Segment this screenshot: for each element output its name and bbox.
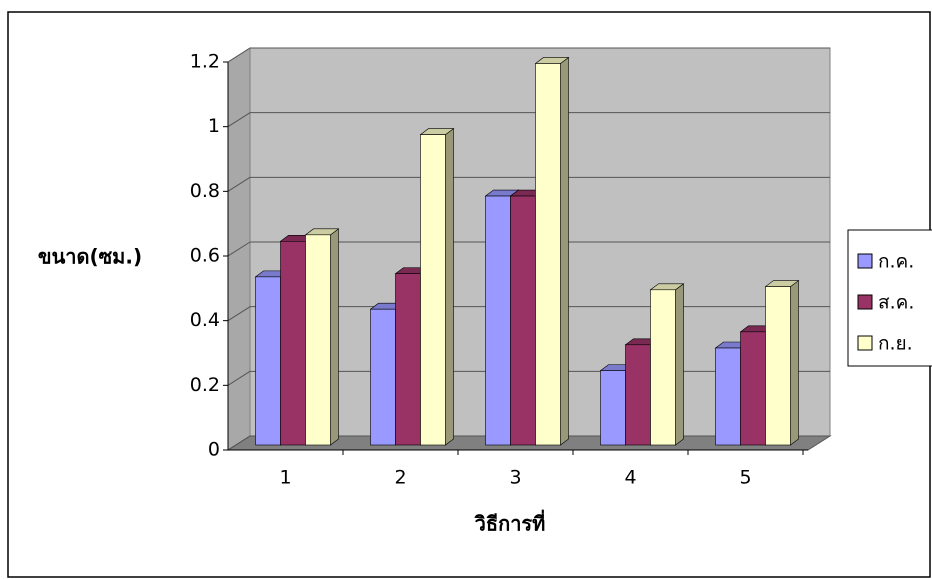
chart: ขนาด(ซม.) วิธีการที่ 0 0.2 0.4 0.6 0.8 1 1.2 1 2…	[0, 0, 932, 579]
x-tick-label: 1	[279, 467, 291, 489]
legend-label: ก.ค.	[878, 251, 914, 273]
bar-side	[331, 229, 339, 445]
bar	[716, 348, 741, 445]
bar-side	[446, 129, 454, 445]
legend-label: ก.ย.	[878, 333, 913, 355]
y-tick-label: 1	[208, 115, 220, 137]
bar	[281, 241, 306, 445]
x-tick-label: 3	[509, 467, 521, 489]
bar	[256, 277, 281, 445]
x-tick-label: 2	[394, 467, 406, 489]
bar	[766, 287, 791, 445]
bar	[601, 371, 626, 445]
x-tick-label: 4	[624, 467, 636, 489]
y-tick-label: 0.2	[190, 374, 220, 396]
bar	[396, 274, 421, 445]
legend-swatch	[858, 295, 872, 309]
x-tick-label: 5	[739, 467, 751, 489]
y-tick-label: 0.8	[190, 180, 220, 202]
y-axis-title: ขนาด(ซม.)	[38, 245, 142, 269]
y-tick-label: 0.6	[190, 245, 220, 267]
bar	[741, 332, 766, 445]
legend-label: ส.ค.	[878, 292, 914, 314]
bar	[421, 135, 446, 445]
y-tick-label: 0	[208, 439, 220, 461]
bar	[511, 196, 536, 445]
bar	[651, 290, 676, 445]
legend-swatch	[858, 336, 872, 350]
bar	[371, 309, 396, 445]
bar-side	[561, 57, 569, 445]
y-tick-label: 1.2	[190, 51, 220, 73]
bar-side	[791, 281, 799, 445]
bar	[306, 235, 331, 445]
bar	[536, 63, 561, 445]
bar	[626, 345, 651, 445]
legend-swatch	[858, 254, 872, 268]
bar-side	[676, 284, 684, 445]
bar	[486, 196, 511, 445]
y-tick-label: 0.4	[190, 309, 220, 331]
x-axis-title: วิธีการที่	[474, 509, 545, 536]
